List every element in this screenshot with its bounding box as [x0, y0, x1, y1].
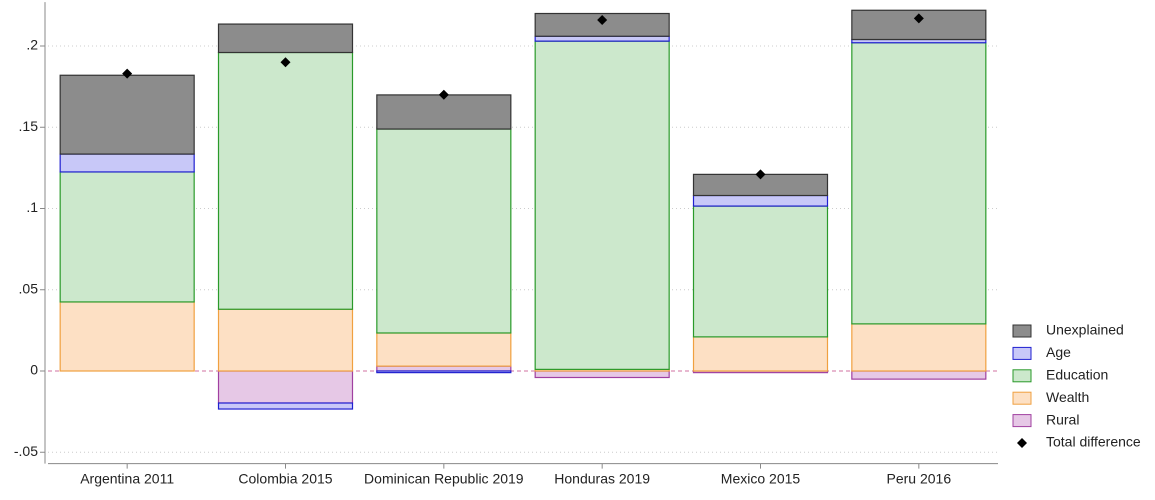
bar-segment — [59, 74, 195, 155]
x-tick-label: Colombia 2015 — [238, 470, 332, 486]
bar-segment — [217, 308, 354, 372]
x-tick-label: Honduras 2019 — [554, 470, 650, 486]
y-tick-label: .15 — [19, 118, 39, 134]
bar-segment — [217, 23, 354, 54]
total-marker — [755, 169, 766, 180]
total-marker — [438, 89, 449, 100]
bar-segment — [59, 301, 195, 372]
legend-label: Wealth — [1046, 389, 1089, 405]
y-tick-label: .05 — [19, 280, 39, 296]
bar-segment — [376, 370, 512, 374]
bar-segment — [376, 365, 512, 372]
total-marker — [280, 57, 291, 68]
bar-segment — [376, 332, 512, 367]
legend-marker — [1017, 438, 1027, 448]
bar-segment — [376, 128, 512, 334]
y-tick-label: 0 — [30, 362, 38, 378]
x-tick-label: Argentina 2011 — [80, 470, 174, 486]
y-tick-label: -.05 — [14, 443, 38, 459]
bar-segment — [217, 402, 354, 410]
bar-segment — [851, 42, 987, 325]
bar-segment — [376, 94, 512, 130]
total-marker — [597, 15, 608, 25]
legend-swatch — [1012, 369, 1032, 383]
total-marker — [122, 68, 133, 79]
bar-segment — [534, 35, 670, 42]
legend-label: Age — [1046, 344, 1071, 360]
bar-segment — [692, 336, 829, 372]
bar-segment — [59, 171, 195, 303]
bar-segment — [851, 323, 987, 372]
total-marker — [913, 13, 924, 24]
legend-swatch — [1012, 414, 1032, 428]
bar-segment — [692, 205, 829, 338]
bar-segment — [59, 153, 195, 173]
bar-segment — [217, 370, 354, 404]
y-tick-label: .2 — [26, 37, 38, 53]
x-tick-label: Peru 2016 — [887, 470, 952, 486]
legend-swatch — [1012, 391, 1032, 405]
legend-label: Rural — [1046, 411, 1079, 427]
x-tick-label: Mexico 2015 — [721, 470, 801, 486]
legend-label: Education — [1046, 367, 1108, 383]
legend-label: Unexplained — [1046, 322, 1124, 338]
y-tick-label: .1 — [26, 199, 38, 215]
bar-segment — [534, 40, 670, 370]
x-tick-label: Dominican Republic 2019 — [364, 470, 524, 486]
bar-segment — [851, 370, 987, 380]
legend-label: Total difference — [1046, 434, 1141, 450]
bar-segment — [851, 9, 987, 41]
bar-segment — [217, 51, 354, 310]
legend-swatch — [1012, 324, 1032, 338]
legend-swatch — [1012, 346, 1032, 360]
bar-segment — [692, 194, 829, 207]
bar-segment — [534, 370, 670, 379]
